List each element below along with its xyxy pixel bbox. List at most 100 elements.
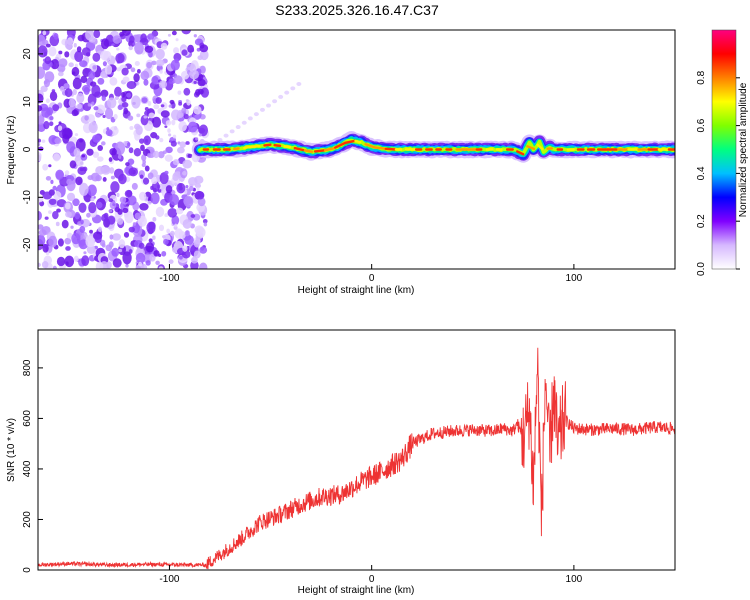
noise-blob xyxy=(117,99,121,104)
noise-blob xyxy=(150,192,160,205)
ridge-core-dash xyxy=(344,139,357,145)
noise-blob xyxy=(136,113,141,118)
noise-blob xyxy=(149,253,156,262)
colorbar-tick-label: 0.2 xyxy=(696,214,707,228)
noise-blob xyxy=(193,250,201,259)
noise-blob xyxy=(152,150,160,159)
noise-blob xyxy=(176,182,186,194)
noise-blob xyxy=(58,121,62,125)
noise-blob xyxy=(76,103,83,110)
noise-blob xyxy=(92,65,97,70)
noise-blob xyxy=(111,247,120,257)
colorbar-frame xyxy=(711,29,737,270)
noise-blob xyxy=(146,61,153,69)
noise-blob xyxy=(38,262,41,267)
noise-blob xyxy=(79,225,86,233)
snr-xlabel: Height of straight line (km) xyxy=(298,585,415,596)
noise-blob xyxy=(147,33,155,40)
noise-blob xyxy=(58,58,68,68)
noise-streak-blob xyxy=(272,99,278,104)
noise-blob xyxy=(109,76,118,86)
noise-streak-blob xyxy=(229,129,235,134)
noise-blob xyxy=(190,214,196,218)
ridge-core-dash xyxy=(364,143,377,149)
noise-blob xyxy=(179,141,186,148)
noise-blob xyxy=(117,104,123,111)
noise-blob xyxy=(128,226,135,233)
noise-blob xyxy=(66,178,73,186)
noise-blob xyxy=(117,154,122,160)
ridge-core-dash xyxy=(232,147,240,151)
noise-blob xyxy=(121,67,129,76)
noise-blob xyxy=(64,88,73,98)
noise-blob xyxy=(147,153,151,158)
noise-blob xyxy=(97,226,103,233)
noise-blob xyxy=(90,172,100,182)
colorbar-tick-label: 0.0 xyxy=(696,262,707,276)
noise-blob xyxy=(202,218,208,224)
noise-blob xyxy=(193,34,197,38)
spectrogram-y-tick-label: -10 xyxy=(22,190,33,205)
noise-blob xyxy=(48,235,58,248)
noise-streak-blob xyxy=(290,86,296,91)
snr-y-tick-label: 600 xyxy=(22,410,33,427)
noise-blob xyxy=(135,125,143,136)
noise-blob xyxy=(163,238,169,245)
noise-blob xyxy=(175,38,179,42)
noise-blob xyxy=(49,116,54,121)
noise-blob xyxy=(86,245,96,254)
noise-blob xyxy=(181,49,188,56)
spectrogram-xlabel: Height of straight line (km) xyxy=(298,285,415,296)
spectrogram-marks xyxy=(38,30,675,269)
noise-blob xyxy=(189,69,200,80)
noise-blob xyxy=(38,66,46,79)
noise-blob xyxy=(101,243,106,248)
noise-blob xyxy=(168,259,174,264)
noise-blob xyxy=(66,232,73,239)
noise-blob xyxy=(53,153,61,162)
noise-blob xyxy=(38,229,47,236)
noise-blob xyxy=(42,243,48,249)
noise-blob xyxy=(93,30,101,39)
noise-blob xyxy=(76,46,82,53)
noise-blob xyxy=(97,144,103,151)
spectrogram-y-tick-label: -20 xyxy=(22,237,33,252)
noise-blob xyxy=(148,112,155,119)
noise-blob xyxy=(165,146,173,154)
ridge-core-dash xyxy=(253,144,261,148)
noise-blob xyxy=(141,97,148,104)
noise-blob xyxy=(142,159,146,165)
noise-blob xyxy=(181,30,191,35)
ridge-core-dash xyxy=(536,143,544,151)
noise-blob xyxy=(129,35,135,44)
noise-blob xyxy=(105,129,113,137)
noise-blob xyxy=(182,245,188,252)
noise-blob xyxy=(72,77,82,90)
noise-blob xyxy=(38,138,42,143)
noise-blob xyxy=(111,43,115,46)
noise-blob xyxy=(81,47,91,56)
noise-blob xyxy=(100,89,109,98)
noise-blob xyxy=(151,75,159,85)
noise-blob xyxy=(197,55,204,61)
noise-blob xyxy=(182,159,193,169)
ridge-core-dash xyxy=(516,150,525,156)
noise-blob xyxy=(178,255,183,260)
noise-blob xyxy=(173,47,180,54)
noise-blob xyxy=(87,102,91,107)
noise-streak-blob xyxy=(259,107,265,112)
noise-blob xyxy=(135,252,146,264)
noise-blob xyxy=(38,93,44,104)
noise-blob xyxy=(79,60,88,68)
noise-blob xyxy=(58,50,63,55)
noise-blob xyxy=(49,121,54,127)
snr-y-tick-label: 400 xyxy=(22,460,33,477)
noise-blob xyxy=(158,151,165,159)
noise-blob xyxy=(72,88,77,96)
noise-blob xyxy=(66,192,76,202)
noise-blob xyxy=(182,171,187,176)
noise-blob xyxy=(151,177,158,185)
noise-blob xyxy=(145,260,151,266)
noise-blob xyxy=(92,151,100,158)
noise-blob xyxy=(57,238,64,247)
